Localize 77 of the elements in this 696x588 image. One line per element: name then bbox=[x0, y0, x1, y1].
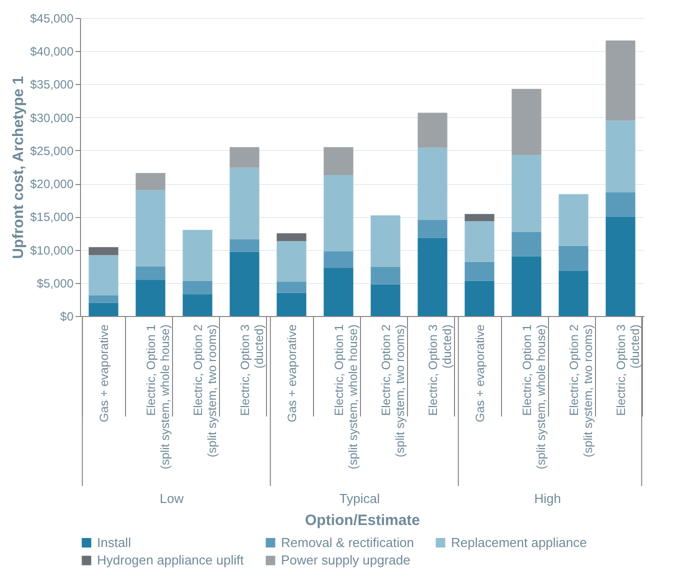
bar bbox=[230, 168, 260, 240]
bar bbox=[136, 280, 166, 316]
x-tick-label: Gas + evaporative bbox=[97, 324, 111, 422]
bar bbox=[512, 256, 542, 316]
x-tick-label: Electric, Option 2 (split system, two rooms) bbox=[379, 324, 407, 458]
bar bbox=[136, 266, 166, 280]
bar bbox=[558, 246, 588, 271]
x-tick-label: Electric, Option 1 (split system, whole house) bbox=[520, 324, 548, 470]
bar bbox=[370, 284, 400, 316]
y-tick-label: $10,000 bbox=[30, 243, 74, 258]
bar bbox=[464, 262, 494, 281]
bar bbox=[88, 302, 118, 316]
bar bbox=[324, 174, 354, 252]
legend-label: Replacement appliance bbox=[451, 534, 587, 550]
bar bbox=[182, 280, 212, 294]
x-tick-label: Gas + evaporative bbox=[473, 324, 487, 422]
legend-label: Power supply upgrade bbox=[281, 552, 410, 568]
x-tick-label: Electric, Option 3 (ducted) bbox=[238, 324, 266, 416]
bar bbox=[182, 294, 212, 316]
bar bbox=[88, 295, 118, 303]
legend-label: Removal & rectification bbox=[281, 534, 414, 550]
bar bbox=[88, 247, 118, 256]
bar bbox=[324, 268, 354, 316]
text: High bbox=[534, 491, 562, 506]
y-tick-label: $25,000 bbox=[30, 144, 74, 158]
bar bbox=[276, 233, 306, 242]
bar bbox=[230, 239, 260, 252]
bar bbox=[418, 238, 448, 316]
y-tick-label: $45,000 bbox=[30, 12, 74, 26]
bar bbox=[136, 190, 166, 266]
text: Typical bbox=[339, 491, 380, 506]
bar bbox=[230, 147, 260, 168]
bar bbox=[464, 214, 494, 222]
bar bbox=[324, 251, 354, 268]
bar bbox=[558, 194, 588, 246]
x-tick-label: Electric, Option 3 (ducted) bbox=[614, 324, 642, 416]
bar bbox=[88, 255, 118, 296]
bar bbox=[324, 147, 354, 175]
y-tick-label: $20,000 bbox=[30, 177, 74, 192]
bar bbox=[558, 270, 588, 316]
bar bbox=[136, 172, 166, 190]
y-tick-label: $15,000 bbox=[30, 210, 74, 224]
y-axis-title: Upfront cost, Archetype 1 bbox=[10, 76, 28, 259]
y-tick-label: $0 bbox=[60, 310, 74, 324]
x-tick-label: Electric, Option 2 (split system, two rooms) bbox=[191, 324, 219, 458]
bar bbox=[276, 292, 306, 316]
bar bbox=[182, 230, 212, 281]
bar bbox=[512, 88, 542, 156]
bar bbox=[606, 40, 636, 121]
bar bbox=[606, 192, 636, 217]
bar bbox=[276, 241, 306, 282]
y-tick-label: $40,000 bbox=[30, 44, 74, 59]
bar bbox=[512, 232, 542, 256]
x-tick-label: Gas + evaporative bbox=[285, 324, 299, 422]
bar bbox=[512, 155, 542, 232]
x-axis-title: Option/Estimate bbox=[304, 512, 420, 530]
bar bbox=[370, 215, 400, 267]
x-tick-label: Electric, Option 1 (split system, whole house) bbox=[144, 324, 172, 470]
text: Low bbox=[160, 491, 184, 506]
x-tick-label: Electric, Option 3 (ducted) bbox=[426, 324, 454, 416]
bar bbox=[606, 120, 636, 192]
bar bbox=[276, 282, 306, 293]
x-tick-label: Electric, Option 2 (split system, two rooms) bbox=[567, 324, 595, 458]
y-tick-label: $35,000 bbox=[30, 78, 74, 92]
y-tick-label: $5,000 bbox=[36, 276, 74, 290]
legend-label: Install bbox=[97, 534, 132, 550]
y-tick-label: $30,000 bbox=[30, 110, 74, 125]
bar bbox=[418, 148, 448, 220]
legend-label: Hydrogen appliance uplift bbox=[97, 552, 244, 568]
bar bbox=[464, 221, 494, 262]
bar bbox=[418, 220, 448, 238]
bar bbox=[464, 280, 494, 316]
bar bbox=[606, 216, 636, 316]
bar bbox=[230, 252, 260, 316]
bar bbox=[370, 266, 400, 284]
x-tick-label: Electric, Option 1 (split system, whole house) bbox=[332, 324, 360, 470]
bar bbox=[418, 112, 448, 148]
